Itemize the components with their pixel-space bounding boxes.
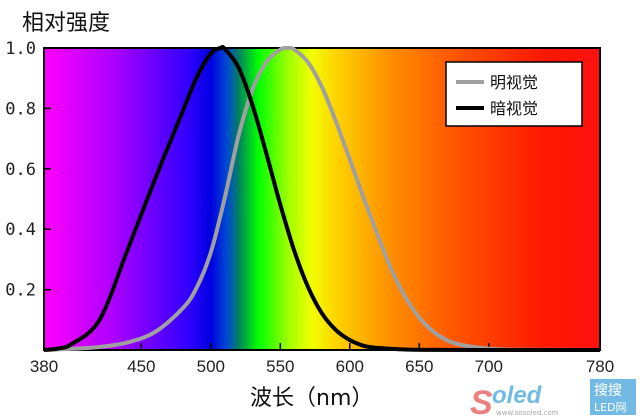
x-tick-label: 550: [266, 357, 294, 376]
svg-text:LED网: LED网: [594, 401, 627, 414]
x-tick-label: 700: [475, 357, 503, 376]
svg-text:oled: oled: [492, 382, 543, 409]
svg-text:搜搜: 搜搜: [594, 383, 622, 399]
x-tick-label: 500: [197, 357, 225, 376]
x-tick-label: 650: [405, 357, 433, 376]
watermark-logo: S oled 搜搜 LED网 www.sosoled.com: [470, 379, 636, 417]
legend: 明视觉 暗视觉: [445, 61, 583, 127]
y-tick-label: 0.4: [5, 220, 36, 240]
legend-label-photopic: 明视觉: [490, 73, 538, 92]
y-axis-label: 相对强度: [22, 11, 110, 36]
y-tick-label: 1.0: [5, 39, 36, 59]
scotopic-curve: [43, 44, 600, 352]
y-tick-label: 0.2: [5, 281, 36, 301]
legend-label-scotopic: 暗视觉: [490, 99, 538, 118]
y-tick-label: 0.8: [5, 99, 36, 119]
photopic-curve: [43, 45, 601, 352]
svg-text:www.sosoled.com: www.sosoled.com: [496, 409, 559, 417]
x-tick-label: 380: [30, 357, 58, 376]
x-tick-label: 600: [336, 357, 364, 376]
y-tick-label: 0.6: [5, 160, 36, 180]
x-tick-label: 780: [586, 357, 614, 376]
x-axis-label: 波长（nm）: [250, 386, 373, 411]
svg-text:S: S: [470, 384, 493, 417]
x-tick-label: 450: [127, 357, 155, 376]
